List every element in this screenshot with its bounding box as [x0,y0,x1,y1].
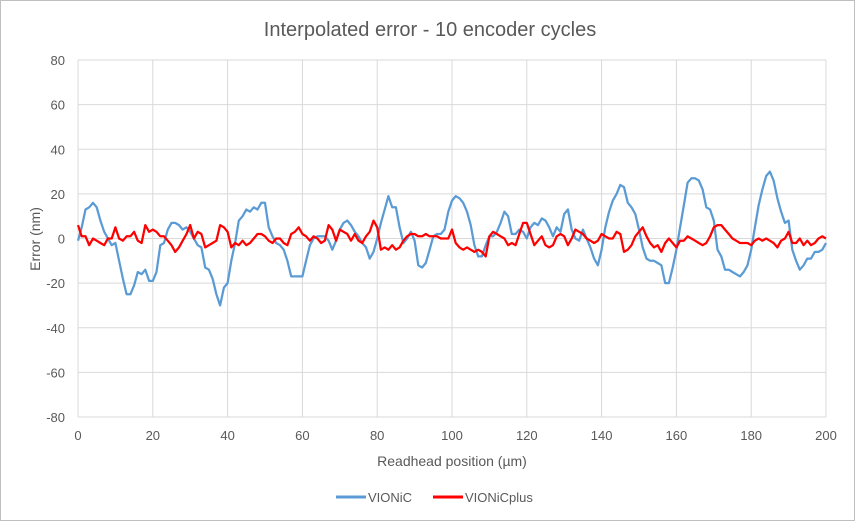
y-tick-label: -80 [46,410,65,425]
x-tick-label: 180 [740,428,762,443]
x-tick-label: 140 [591,428,613,443]
y-tick-label: -40 [46,321,65,336]
legend-label-vionic: VIONiC [368,490,412,505]
y-tick-labels: 80 60 40 20 0 -20 -40 -60 -80 [46,53,65,425]
x-tick-label: 20 [146,428,160,443]
y-tick-label: 60 [51,98,65,113]
gridlines [77,59,827,418]
y-axis-label: Error (nm) [27,207,43,271]
x-tick-label: 160 [666,428,688,443]
x-tick-label: 120 [516,428,538,443]
x-tick-labels: 0 20 40 60 80 100 120 140 160 180 200 [74,428,836,443]
x-tick-label: 0 [74,428,81,443]
legend-label-vionicplus: VIONiCplus [465,490,533,505]
series-lines [76,170,827,307]
y-tick-label: 0 [58,232,65,247]
chart-title: Interpolated error - 10 encoder cycles [264,19,596,41]
y-tick-label: -60 [46,365,65,380]
series-line-vionic [76,170,827,307]
y-tick-label: 80 [51,53,65,68]
x-tick-label: 100 [441,428,463,443]
x-tick-label: 200 [815,428,837,443]
x-tick-label: 40 [220,428,234,443]
x-axis-label: Readhead position (µm) [377,453,527,469]
y-tick-label: 40 [51,142,65,157]
y-tick-label: 20 [51,187,65,202]
y-tick-label: -20 [46,276,65,291]
series-line-vionicplus [76,219,827,258]
legend: VIONiC VIONiCplus [336,490,533,505]
x-tick-label: 80 [370,428,384,443]
x-tick-label: 60 [295,428,309,443]
